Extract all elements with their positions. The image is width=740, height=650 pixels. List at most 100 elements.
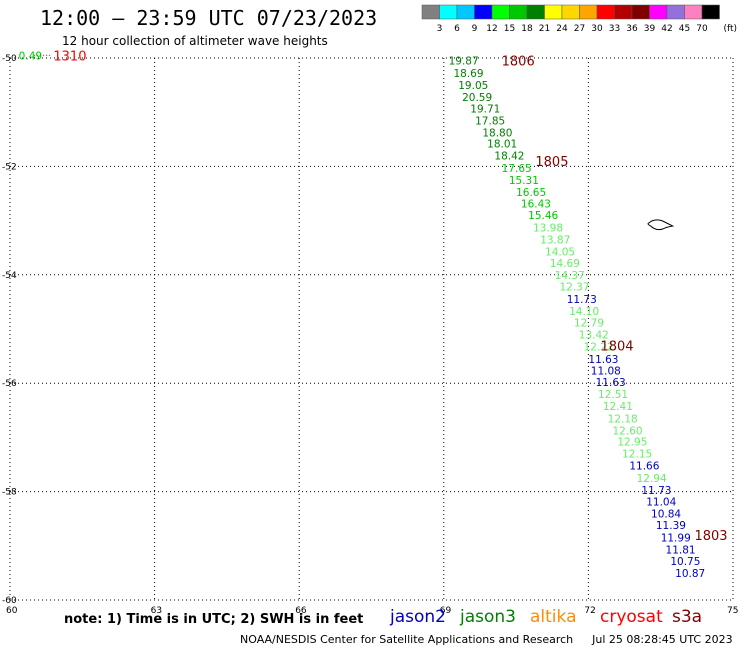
legend-swatch — [614, 4, 633, 20]
legend-label: 12 — [486, 24, 497, 34]
footer-note: note: 1) Time is in UTC; 2) SWH is in fe… — [64, 612, 364, 627]
x-tick-label: 60 — [6, 606, 18, 616]
wave-height-label: 12.41 — [603, 401, 633, 413]
wave-height-label: 18.80 — [482, 127, 512, 139]
heard-island-outline — [647, 219, 675, 231]
wave-height-label: 15.46 — [528, 210, 558, 222]
wave-height-label: 10.84 — [651, 508, 681, 520]
legend-label: 30 — [591, 24, 603, 34]
wave-height-label: 16.43 — [521, 198, 551, 210]
satellite-cryosat-label: cryosat — [600, 607, 663, 627]
y-tick-label: -54 — [2, 271, 17, 281]
x-tick-label: 63 — [151, 606, 162, 616]
wave-height-label: 11.73 — [641, 485, 671, 497]
wave-height-label: 12.94 — [637, 473, 667, 485]
wave-height-label: 11.63 — [596, 377, 626, 389]
legend-swatch — [509, 4, 528, 20]
wave-height-label: 13.42 — [579, 329, 609, 341]
wave-height-label: 14.69 — [550, 258, 580, 270]
wave-height-label: 11.08 — [591, 366, 621, 378]
legend-swatch — [701, 4, 720, 20]
legend-swatch — [421, 4, 440, 20]
y-tick-label: -50 — [2, 54, 17, 64]
legend-swatch — [631, 4, 650, 20]
wave-height-label: 12.18 — [608, 413, 638, 425]
y-tick-label: -52 — [2, 162, 17, 172]
legend-label: 3 — [437, 24, 443, 34]
legend-label: 39 — [644, 24, 656, 34]
legend-label: 6 — [454, 24, 460, 34]
wave-height-label: 17.85 — [475, 115, 505, 127]
x-tick-label: 72 — [584, 606, 595, 616]
satellite-jason3-label: jason3 — [460, 607, 516, 627]
legend-swatch — [666, 4, 685, 20]
credit-timestamp: Jul 25 08:28:45 UTC 2023 — [592, 633, 733, 646]
pass-time-label: 1803 — [694, 529, 727, 544]
wave-height-label: 14.10 — [569, 306, 599, 318]
legend-swatch — [561, 4, 580, 20]
wave-height-label: 0.49 — [19, 50, 42, 62]
pass-time-label: 1806 — [502, 55, 535, 70]
x-tick-label: 66 — [295, 606, 307, 616]
wave-height-label: 20.59 — [462, 92, 492, 104]
legend-label: 33 — [609, 24, 620, 34]
wave-height-label: 11.39 — [656, 520, 686, 532]
map-subtitle: 12 hour collection of altimeter wave hei… — [62, 34, 328, 48]
wave-height-label: 18.69 — [453, 68, 483, 80]
wave-height-label: 12.15 — [622, 449, 652, 461]
legend-swatch — [649, 4, 668, 20]
legend-label: 36 — [626, 24, 638, 34]
wave-height-label: 12.37 — [559, 282, 589, 294]
wave-height-label: 14.37 — [555, 270, 585, 282]
legend-label: 42 — [661, 24, 672, 34]
pass-time-label: 1805 — [535, 155, 568, 170]
map-title: 12:00 – 23:59 UTC 07/23/2023 — [40, 6, 378, 30]
wave-height-label: 11.81 — [666, 545, 696, 557]
legend-swatch — [456, 4, 475, 20]
y-tick-label: -60 — [2, 596, 17, 606]
wave-height-label: 12.51 — [598, 389, 628, 401]
footer-credit: NOAA/NESDIS Center for Satellite Applica… — [240, 633, 733, 646]
legend-label: 9 — [472, 24, 478, 34]
wave-height-label: 18.01 — [487, 139, 517, 151]
legend-swatch — [684, 4, 703, 20]
wave-height-label: 18.42 — [494, 151, 524, 163]
legend-swatch — [474, 4, 493, 20]
wave-height-label: 13.98 — [533, 223, 563, 235]
legend-swatch — [526, 4, 545, 20]
legend-label: 21 — [539, 24, 550, 34]
wave-height-label: 12.60 — [613, 425, 643, 437]
wave-height-label: 11.63 — [588, 354, 618, 366]
satellite-altika-label: altika — [530, 607, 577, 627]
legend-unit: (ft) — [724, 24, 738, 34]
credit-org: NOAA/NESDIS Center for Satellite Applica… — [240, 633, 574, 646]
wave-height-label: 11.73 — [567, 294, 597, 306]
legend-swatch — [596, 4, 615, 20]
wave-height-label: 19.71 — [470, 103, 500, 115]
pass-time-label: 1804 — [600, 339, 633, 354]
legend-label: 18 — [521, 24, 533, 34]
wave-height-label: 19.87 — [449, 56, 479, 68]
wave-height-label: 13.87 — [540, 235, 570, 247]
wave-height-label: 12.95 — [617, 437, 647, 449]
wave-height-label: 11.66 — [629, 461, 659, 473]
wave-height-label: 17.65 — [502, 163, 532, 175]
wave-height-label: 10.75 — [670, 556, 700, 568]
legend-swatch — [491, 4, 510, 20]
y-tick-label: -56 — [2, 379, 17, 389]
satellite-s3a-label: s3a — [672, 607, 703, 627]
wave-height-label: 19.05 — [458, 80, 488, 92]
wave-height-label: 15.31 — [509, 175, 539, 187]
legend-label: 70 — [696, 24, 708, 34]
wave-height-label: 12.22 — [584, 341, 614, 353]
satellite-jason2-label: jason2 — [390, 607, 446, 627]
legend-label: 45 — [679, 24, 690, 34]
legend-label: 27 — [574, 24, 585, 34]
wave-height-label: 12.79 — [574, 317, 604, 329]
wave-height-label: 11.99 — [661, 533, 691, 545]
legend-label: 15 — [504, 24, 515, 34]
wave-height-label: 10.87 — [675, 568, 705, 580]
y-tick-label: -58 — [2, 488, 17, 498]
wave-height-label: 16.65 — [516, 187, 546, 199]
legend-swatch — [579, 4, 598, 20]
